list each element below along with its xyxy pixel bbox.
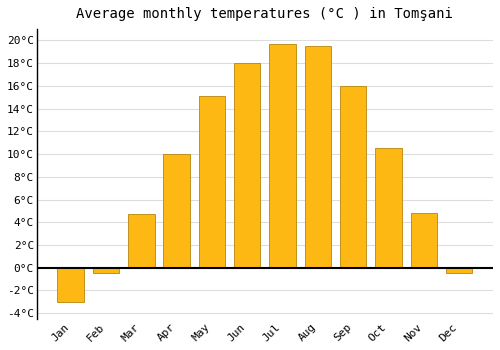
Bar [164, 154, 190, 268]
Bar [375, 148, 402, 268]
Bar [58, 268, 84, 302]
Bar [304, 46, 331, 268]
Bar [128, 214, 154, 268]
Bar [340, 86, 366, 268]
Bar [198, 96, 225, 268]
Bar [446, 268, 472, 273]
Bar [93, 268, 120, 273]
Title: Average monthly temperatures (°C ) in Tomşani: Average monthly temperatures (°C ) in To… [76, 7, 454, 21]
Bar [270, 44, 296, 268]
Bar [410, 213, 437, 268]
Bar [234, 63, 260, 268]
